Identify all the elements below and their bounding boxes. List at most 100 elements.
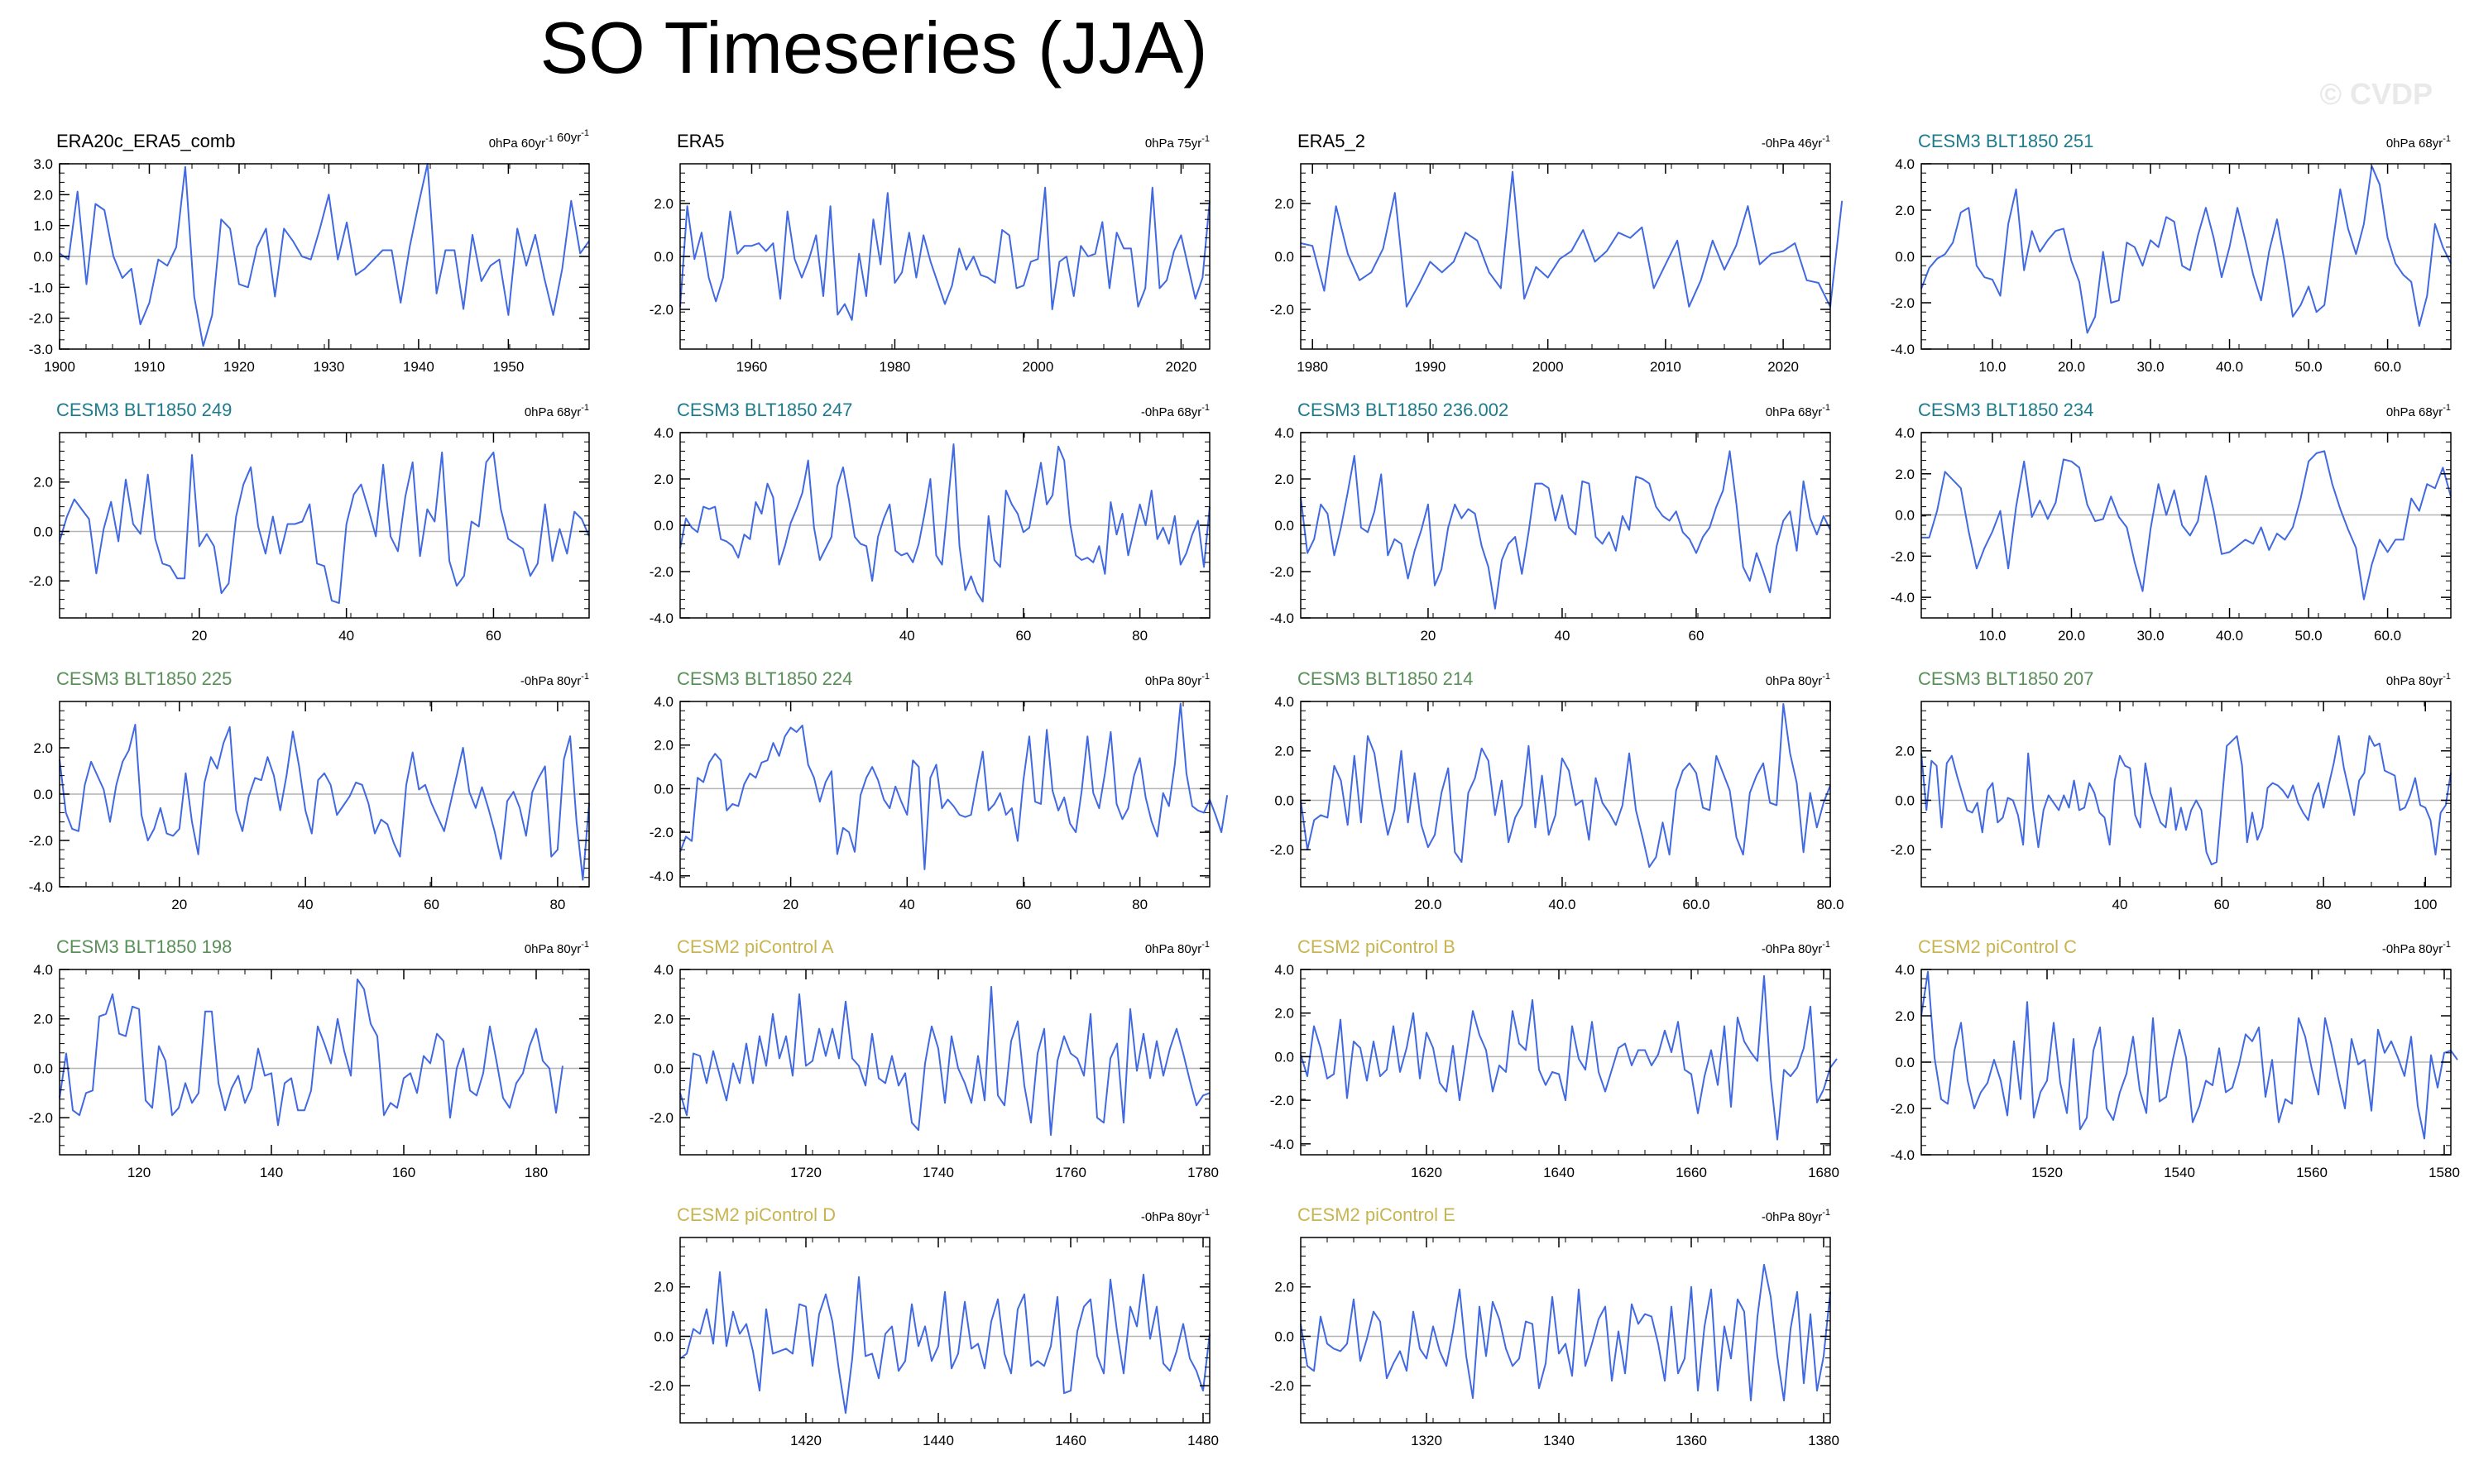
y-tick-label: -2.0 xyxy=(1891,1101,1915,1117)
panel-info-superscript: -1 xyxy=(581,940,589,950)
timeseries-panel: 10.0 20.0 30.0 40.0 50.0 60.0 4.0 2.0 0.0 -2.0 -4.… xyxy=(1891,400,2452,644)
x-tick-label: 1980 xyxy=(1297,359,1328,375)
x-tick-label: 40.0 xyxy=(2216,628,2243,644)
x-tick-label: 40 xyxy=(298,897,314,912)
panel-title: CESM3 BLT1850 234 xyxy=(1918,400,2093,420)
panel-info-superscript: -1 xyxy=(1822,134,1830,144)
y-tick-label: 4.0 xyxy=(654,694,674,710)
x-tick-label: 60.0 xyxy=(2374,628,2401,644)
y-tick-label: -2.0 xyxy=(1270,842,1294,858)
x-tick-label: 1440 xyxy=(923,1433,954,1448)
x-tick-label: 1380 xyxy=(1808,1433,1839,1448)
x-tick-label: 1910 xyxy=(134,359,165,375)
y-tick-label: 4.0 xyxy=(1274,425,1294,441)
series-line xyxy=(1920,165,2452,334)
panel-info-text: -0hPa 80yr xyxy=(1762,1210,1822,1224)
panel-title: CESM2 piControl A xyxy=(677,936,834,957)
y-tick-label: 2.0 xyxy=(1274,744,1294,759)
y-tick-label: 2.0 xyxy=(654,1280,674,1295)
y-tick-label: 2.0 xyxy=(1274,1006,1294,1022)
plot-frame xyxy=(679,1237,1211,1424)
x-tick-label: 40.0 xyxy=(2216,359,2243,375)
panel-title: CESM3 BLT1850 236.002 xyxy=(1297,400,1508,420)
panel-info: 0hPa 60yr-1 60yr-1 xyxy=(489,128,589,151)
panel-info-text: 0hPa 80yr xyxy=(1145,942,1201,956)
y-tick-label: 0.0 xyxy=(33,1060,53,1076)
panel-info-superscript: -1 xyxy=(1201,134,1210,144)
y-tick-label: 4.0 xyxy=(1895,962,1915,978)
timeseries-panel: 20 40 60 2.0 0.0 -2.0 CESM3 BLT1850 249 0hPa 68… xyxy=(29,400,590,644)
y-tick-label: 2.0 xyxy=(33,1012,53,1027)
y-tick-label: 0.0 xyxy=(654,1060,674,1076)
timeseries-panel: 1900 1910 1920 1930 1940 1950 3.0 2.0 1.0 0.0 -1.0… xyxy=(29,128,590,375)
panel-info-superscript: -1 xyxy=(2443,940,2451,950)
panel-info: -0hPa 68yr-1 xyxy=(1141,403,1210,419)
y-tick-label: -2.0 xyxy=(29,311,53,327)
timeseries-panel: 40 60 80 4.0 2.0 0.0 -2.0 -4.0 CESM3 BLT1850 247… xyxy=(650,400,1211,644)
x-tick-label: 1580 xyxy=(2428,1165,2460,1180)
y-tick-label: 0.0 xyxy=(1274,1049,1294,1065)
y-tick-label: -2.0 xyxy=(1270,564,1294,580)
y-tick-label: 4.0 xyxy=(654,962,674,978)
panel-title: CESM2 piControl C xyxy=(1918,936,2077,957)
x-tick-label: 120 xyxy=(127,1165,151,1180)
x-tick-label: 40 xyxy=(2112,897,2128,912)
series-line xyxy=(679,702,1229,870)
panel-title: ERA5_2 xyxy=(1297,131,1365,151)
y-tick-label: 4.0 xyxy=(1895,156,1915,172)
y-tick-label: 4.0 xyxy=(654,425,674,441)
y-tick-label: 2.0 xyxy=(654,1012,674,1027)
panel-info-text: 60yr xyxy=(554,131,581,145)
series-line xyxy=(1921,450,2452,601)
x-tick-label: 50.0 xyxy=(2295,628,2323,644)
y-tick-label: 1.0 xyxy=(33,218,53,234)
series-line xyxy=(1920,735,2452,866)
y-tick-label: 2.0 xyxy=(654,738,674,754)
panel-title: ERA20c_ERA5_comb xyxy=(56,131,235,151)
series-line xyxy=(679,985,1211,1137)
series-line xyxy=(1300,450,1831,610)
series-line xyxy=(59,978,563,1127)
x-tick-label: 10.0 xyxy=(1978,359,2006,375)
x-tick-label: 1540 xyxy=(2164,1165,2195,1180)
series-line xyxy=(59,724,590,881)
timeseries-panel: 20 40 60 4.0 2.0 0.0 -2.0 -4.0 CESM3 BLT1850 236… xyxy=(1270,400,1831,644)
x-tick-label: 1740 xyxy=(923,1165,954,1180)
x-tick-label: 20 xyxy=(171,897,187,912)
y-tick-label: -2.0 xyxy=(650,1378,674,1394)
y-tick-label: -2.0 xyxy=(1270,1378,1294,1394)
x-tick-label: 80.0 xyxy=(1816,897,1844,912)
y-tick-label: 0.0 xyxy=(1274,518,1294,534)
y-tick-label: -4.0 xyxy=(1891,1147,1915,1163)
y-tick-label: 0.0 xyxy=(654,781,674,797)
panel-info-superscript: -1 xyxy=(2443,403,2451,413)
y-tick-label: 2.0 xyxy=(1274,472,1294,487)
x-tick-label: 80 xyxy=(549,897,565,912)
x-tick-label: 20 xyxy=(783,897,798,912)
x-tick-label: 60 xyxy=(1015,897,1031,912)
timeseries-panel: 1320 1340 1360 1380 2.0 0.0 -2.0 CESM2 piContro… xyxy=(1270,1204,1839,1448)
panel-info-superscript: -1 xyxy=(1822,672,1830,682)
panel-info-text: 0hPa 68yr xyxy=(525,405,581,419)
panel-info: 0hPa 68yr-1 xyxy=(2386,134,2451,151)
x-tick-label: 40 xyxy=(899,628,915,644)
y-tick-label: -1.0 xyxy=(29,280,53,295)
timeseries-panel: 1960 1980 2000 2020 2.0 0.0 -2.0 ERA5 0hPa 75yr-… xyxy=(650,131,1211,375)
panel-title: CESM3 BLT1850 224 xyxy=(677,668,852,689)
y-tick-label: 2.0 xyxy=(1895,467,1915,482)
x-tick-label: 1980 xyxy=(880,359,911,375)
y-tick-label: 0.0 xyxy=(654,249,674,265)
y-tick-label: 0.0 xyxy=(654,518,674,534)
y-tick-label: -3.0 xyxy=(29,342,53,357)
series-line xyxy=(1300,1263,1831,1402)
panel-info-superscript: -1 xyxy=(1201,672,1210,682)
y-tick-label: 2.0 xyxy=(1895,203,1915,218)
timeseries-panel: 1620 1640 1660 1680 4.0 2.0 0.0 -2.0 -4.0 CESM2 p… xyxy=(1270,936,1839,1180)
panel-info-text: -0hPa 80yr xyxy=(2382,942,2443,956)
x-tick-label: 140 xyxy=(260,1165,283,1180)
panel-info-superscript: -1 xyxy=(581,672,589,682)
x-tick-label: 20 xyxy=(1420,628,1436,644)
x-tick-label: 60.0 xyxy=(1682,897,1709,912)
panel-info-superscript: -1 xyxy=(1822,1208,1830,1218)
panel-title: CESM3 BLT1850 198 xyxy=(56,936,232,957)
